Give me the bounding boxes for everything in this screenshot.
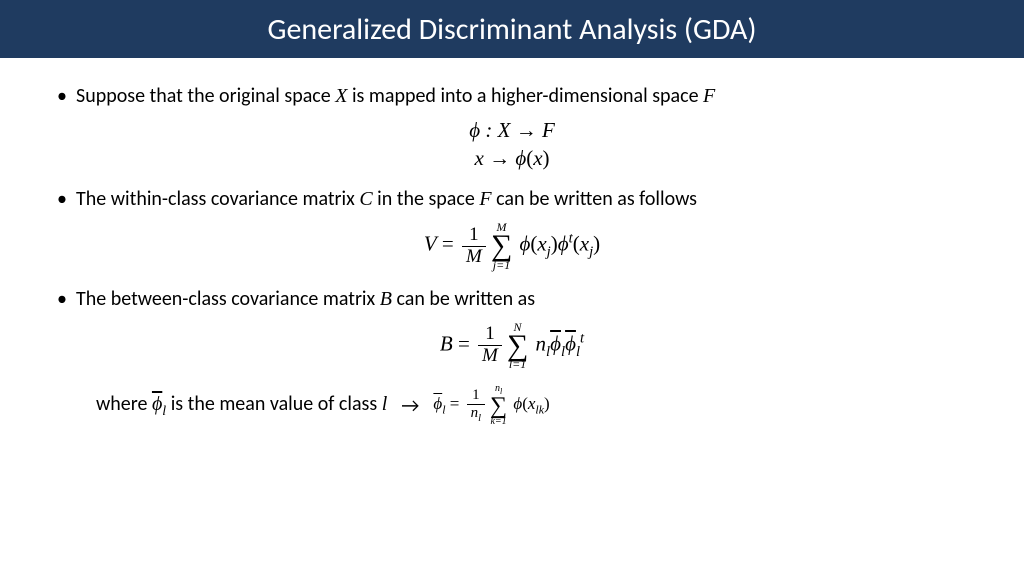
bullet-marker: • <box>48 82 76 110</box>
denominator: nl <box>467 405 485 425</box>
slide-content: • Suppose that the original space X is m… <box>0 58 1024 427</box>
phi-bar: ϕ <box>433 394 442 413</box>
x: x <box>474 146 483 170</box>
x: x <box>537 232 546 256</box>
sup-t: t <box>580 330 584 346</box>
sup-t: t <box>569 231 573 247</box>
phi: ϕ <box>515 146 526 170</box>
bullet-marker: • <box>48 285 76 313</box>
slide-header: Generalized Discriminant Analysis (GDA) <box>0 0 1024 58</box>
text: where <box>96 392 152 416</box>
bullet-marker: • <box>48 185 76 213</box>
text: can be written as follows <box>492 187 697 211</box>
phi-bar: ϕ <box>152 393 162 415</box>
numerator: 1 <box>462 225 486 247</box>
sum-lower: l=1 <box>507 358 528 370</box>
sum-operator: N∑l=1 <box>507 321 528 371</box>
text: The within-class covariance matrix <box>76 187 359 211</box>
sub-j: j <box>589 244 593 260</box>
phi: ϕ <box>519 232 530 256</box>
arrow: → <box>510 118 542 142</box>
sub-j: j <box>547 244 551 260</box>
text: is mapped into a higher-dimensional spac… <box>347 84 703 108</box>
text: Suppose that the original space <box>76 84 335 108</box>
denominator: M <box>478 346 502 367</box>
var-F: F <box>703 85 715 107</box>
fraction: 1M <box>478 324 502 367</box>
text: is the mean value of class <box>166 392 382 416</box>
x: x <box>580 232 589 256</box>
equals: = <box>437 232 459 256</box>
sum-operator: nl∑k=1 <box>490 384 507 426</box>
eq-line-2: x → ϕ(x) <box>48 146 976 171</box>
equals: = <box>453 331 475 355</box>
var-F: F <box>479 188 491 210</box>
V: V <box>424 232 437 256</box>
text: The between-class covariance matrix <box>76 287 380 311</box>
var-l: l <box>382 393 388 415</box>
numerator: 1 <box>467 387 485 405</box>
equation-phibar: ϕl = 1nlnl∑k=1 ϕ(xlk) <box>433 384 549 426</box>
eq-line-1: ϕ : X → F <box>48 118 976 143</box>
sum-lower: k=1 <box>490 417 507 427</box>
bullet-3: • The between-class covariance matrix B … <box>48 285 976 313</box>
phi: ϕ <box>513 394 522 413</box>
phi-bar: ϕ <box>565 331 576 355</box>
where-clause: where ϕl is the mean value of class l → … <box>48 384 976 426</box>
arrow-icon: → <box>401 394 419 418</box>
text: in the space <box>373 187 480 211</box>
bullet-3-text: The between-class covariance matrix B ca… <box>76 285 535 313</box>
var-X: X <box>335 85 347 107</box>
x: x <box>533 146 542 170</box>
equation-V: V = 1MM∑j=1 ϕ(xj)ϕt(xj) <box>48 221 976 271</box>
var-C: C <box>359 188 372 210</box>
n: n <box>536 331 547 355</box>
phi: ϕ <box>558 232 569 256</box>
sigma: ∑ <box>507 333 528 359</box>
B: B <box>440 331 453 355</box>
fraction: 1M <box>462 225 486 268</box>
equals: = <box>446 394 464 413</box>
fraction: 1nl <box>467 387 485 424</box>
text: can be written as <box>392 287 535 311</box>
equation-mapping: ϕ : X → F x → ϕ(x) <box>48 118 976 171</box>
sum-operator: M∑j=1 <box>491 221 512 271</box>
numerator: 1 <box>478 324 502 346</box>
where-text: where ϕl is the mean value of class l <box>96 392 387 420</box>
arrow: → <box>484 146 516 170</box>
X: X <box>498 118 511 142</box>
bullet-2: • The within-class covariance matrix C i… <box>48 185 976 213</box>
equation-B: B = 1MN∑l=1 nlϕlϕlt <box>48 321 976 371</box>
bullet-1: • Suppose that the original space X is m… <box>48 82 976 110</box>
slide-title: Generalized Discriminant Analysis (GDA) <box>268 11 757 48</box>
sigma: ∑ <box>491 233 512 259</box>
sum-lower: j=1 <box>491 259 512 271</box>
bullet-2-text: The within-class covariance matrix C in … <box>76 185 697 213</box>
phi: ϕ : <box>469 118 497 142</box>
bullet-1-text: Suppose that the original space X is map… <box>76 82 715 110</box>
phi-bar: ϕ <box>550 331 561 355</box>
F: F <box>542 118 555 142</box>
var-B: B <box>380 288 392 310</box>
sub-lk: lk <box>535 403 544 417</box>
denominator: M <box>462 247 486 268</box>
sigma: ∑ <box>490 396 507 416</box>
